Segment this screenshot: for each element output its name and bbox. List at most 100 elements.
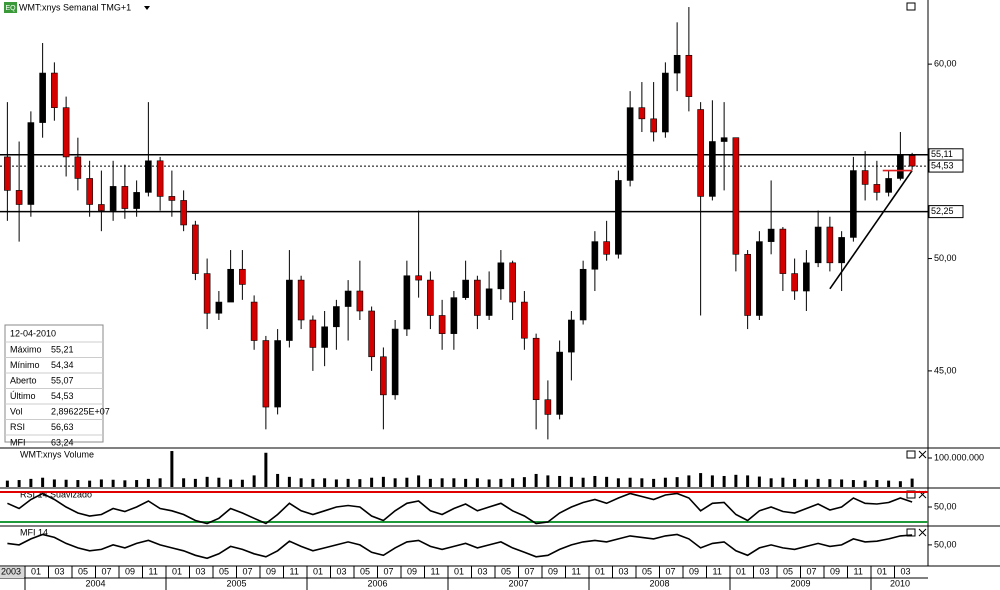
volume-bar (511, 478, 515, 487)
candle-body (450, 297, 458, 334)
x-tick-label: 05 (78, 566, 88, 576)
y-tick-label: 50,00 (934, 253, 957, 263)
volume-bar (640, 478, 644, 487)
x-tick-label: 03 (55, 566, 65, 576)
panel-close[interactable] (918, 528, 927, 537)
candle-body (767, 228, 775, 242)
maximize-button[interactable] (906, 2, 916, 11)
candle-body (650, 118, 657, 133)
candle-body (15, 190, 23, 205)
candle-body (673, 54, 681, 74)
title-dropdown[interactable] (144, 6, 150, 10)
volume-bar (710, 475, 714, 487)
candle-body (638, 107, 646, 120)
y-tick-label: 100.000.000 (934, 452, 984, 462)
candle-body (356, 290, 364, 312)
volume-bar (675, 477, 679, 487)
candle-body (286, 279, 293, 341)
volume-bar (64, 479, 68, 487)
candle-body (4, 156, 11, 191)
candle-body (462, 279, 469, 298)
volume-bar (217, 477, 221, 487)
candle-body (509, 262, 516, 303)
volume-bar (135, 480, 139, 487)
year-label: 2010 (890, 578, 910, 588)
x-tick-label: 11 (713, 566, 722, 576)
trendline (829, 170, 913, 290)
volume-bar (793, 478, 797, 487)
candle-body (709, 141, 716, 197)
info-value: 54,53 (51, 391, 74, 401)
volume-bar (699, 473, 703, 487)
candle-body (156, 160, 164, 197)
volume-bar (593, 475, 597, 487)
candle-body (227, 268, 234, 303)
candle-body (779, 228, 787, 274)
info-label: Vol (10, 406, 23, 416)
candle-body (380, 356, 387, 396)
candle-body (215, 301, 223, 314)
panel-close[interactable] (918, 450, 927, 459)
level-label: 54,53 (931, 160, 954, 170)
candle-body (591, 241, 599, 270)
x-tick-label: 01 (595, 566, 605, 576)
candle-body (556, 351, 563, 415)
x-tick-label: 01 (736, 566, 746, 576)
year-label: 2004 (85, 578, 105, 588)
level-label-box (928, 159, 964, 173)
info-value: 54,34 (51, 360, 74, 370)
panel-maximize[interactable] (906, 450, 916, 459)
volume-bar (546, 475, 550, 487)
volume-bar (616, 478, 620, 487)
volume-bar (887, 480, 891, 487)
volume-bar (405, 477, 409, 487)
candle-body (485, 288, 493, 316)
candle-body (814, 226, 822, 264)
candle-body (662, 72, 669, 133)
candle-body (626, 107, 634, 181)
volume-bar (816, 478, 820, 487)
candle-body (791, 273, 798, 292)
candle-body (544, 399, 552, 415)
x-tick-label: 03 (196, 566, 206, 576)
candle-body (203, 273, 211, 314)
y-tick-label: 45,00 (934, 365, 957, 375)
candle-body (521, 301, 528, 339)
volume-bar (17, 480, 21, 487)
x-tick-label: 01 (454, 566, 464, 576)
x-tick-label: 01 (31, 566, 41, 576)
volume-bar (569, 476, 573, 487)
panel-maximize[interactable] (906, 528, 916, 537)
volume-bar (769, 478, 773, 487)
volume-bar (123, 480, 127, 487)
year-label: 2007 (508, 578, 528, 588)
candle-body (250, 301, 258, 341)
info-box-frame (4, 324, 104, 443)
x-tick-label: 03 (901, 566, 911, 576)
x-tick-label: 07 (807, 566, 817, 576)
volume-bar (193, 478, 197, 487)
volume-bar (346, 478, 350, 487)
x-tick-label: 07 (384, 566, 394, 576)
candle-body (756, 241, 763, 316)
volume-bar (499, 478, 503, 487)
info-label: RSI (10, 422, 25, 432)
candle-body (368, 310, 375, 358)
volume-bar (264, 452, 268, 487)
candle-body (861, 170, 869, 185)
candle-body (145, 160, 152, 193)
volume-bar (534, 473, 538, 487)
level-label-box (928, 205, 964, 219)
volume-bar (464, 478, 468, 487)
candle-body (333, 306, 340, 328)
candle-body (908, 155, 916, 167)
candle-body (309, 319, 317, 348)
volume-bar (522, 477, 526, 487)
info-label: Último (10, 391, 36, 401)
volume-bar (182, 478, 186, 487)
x-tick-label: 11 (854, 566, 863, 576)
x-tick-label: 03 (760, 566, 770, 576)
candle-body (262, 340, 270, 408)
indicator-line (7, 533, 913, 560)
x-tick-label: 11 (290, 566, 299, 576)
